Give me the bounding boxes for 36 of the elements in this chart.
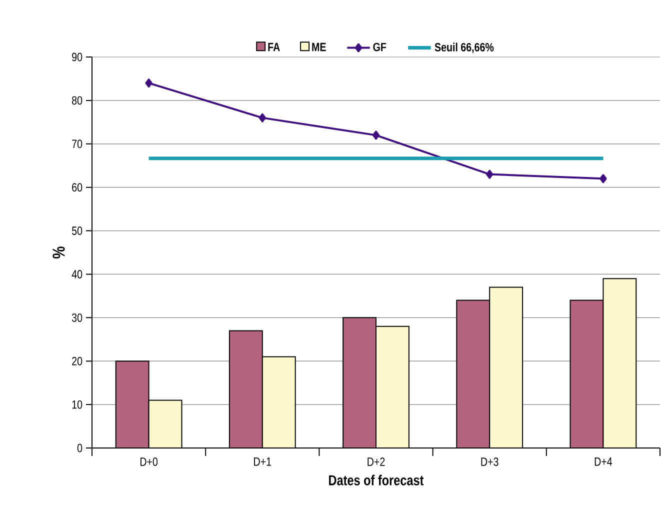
y-tick-label: 50 xyxy=(72,226,82,235)
bar xyxy=(490,287,523,448)
x-tick-label: D+2 xyxy=(368,458,385,466)
bar xyxy=(456,300,490,448)
point xyxy=(258,113,266,122)
x-tick-label: D+0 xyxy=(140,458,158,466)
y-tick-label: 10 xyxy=(72,400,82,409)
y-tick-label: 40 xyxy=(72,270,82,278)
legend-label: ME xyxy=(312,42,326,52)
bar xyxy=(229,330,262,448)
bar xyxy=(570,300,604,448)
y-tick-label: 80 xyxy=(72,96,82,105)
y-tick-label: 0 xyxy=(77,444,82,452)
point xyxy=(372,130,380,140)
y-axis-title: % xyxy=(52,246,65,258)
bar xyxy=(116,361,149,448)
y-tick-label: 90 xyxy=(72,52,82,62)
legend-label: FA xyxy=(268,42,280,52)
bar xyxy=(602,278,637,448)
bar xyxy=(148,400,182,448)
y-tick-label: 70 xyxy=(72,140,82,148)
point xyxy=(600,174,607,184)
x-tick-label: D+4 xyxy=(594,458,612,466)
y-tick-label: 20 xyxy=(72,356,82,366)
bar xyxy=(376,326,409,448)
point xyxy=(486,170,494,179)
x-axis-title: Dates of forecast xyxy=(329,474,424,486)
y-tick-label: 60 xyxy=(72,183,82,192)
x-tick-label: D+3 xyxy=(481,458,498,466)
point xyxy=(145,78,152,88)
legend-label: GF xyxy=(373,42,386,52)
y-tick-label: 30 xyxy=(72,313,82,322)
bar xyxy=(343,318,376,448)
x-tick-label: D+1 xyxy=(254,458,272,466)
legend-label: Seuil 66,66% xyxy=(434,42,494,54)
bar xyxy=(262,356,296,448)
